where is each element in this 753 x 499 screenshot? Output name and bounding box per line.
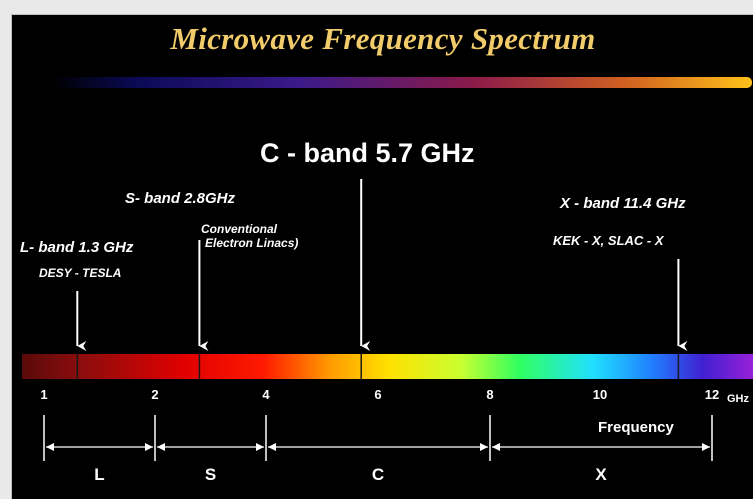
range-c-label: C xyxy=(372,465,384,484)
tick-label: 1 xyxy=(40,387,47,402)
spectrum-bar xyxy=(22,354,753,379)
range-l-arrow-right xyxy=(145,443,153,451)
title-underline-bar xyxy=(52,77,752,88)
slide-title: Microwave Frequency Spectrum xyxy=(170,21,596,56)
tick-label: 12 xyxy=(705,387,719,402)
band-dividers xyxy=(76,354,680,379)
range-s-arrow-left xyxy=(157,443,165,451)
range-x-arrow-left xyxy=(492,443,500,451)
s-band-label: S- band 2.8GHz xyxy=(125,190,236,207)
range-x-label: X xyxy=(595,465,607,484)
range-l-label: L xyxy=(94,465,104,484)
unit-label: GHz xyxy=(727,393,750,405)
x-band-note: KEK - X, SLAC - X xyxy=(553,233,665,248)
range-s-arrow-right xyxy=(256,443,264,451)
s-band-note-1: Conventional xyxy=(201,222,278,236)
tick-label: 2 xyxy=(151,387,158,402)
range-c-arrow-right xyxy=(480,443,488,451)
tick-label: 6 xyxy=(374,387,381,402)
range-x-arrow-right xyxy=(702,443,710,451)
range-l-arrow-left xyxy=(46,443,54,451)
slide: Microwave Frequency Spectrum xyxy=(11,14,753,499)
range-c-arrow-left xyxy=(268,443,276,451)
x-band-label: X - band 11.4 GHz xyxy=(559,195,686,212)
tick-label: 10 xyxy=(593,387,607,402)
s-band-note-2: Electron Linacs) xyxy=(205,236,298,250)
range-s-label: S xyxy=(205,465,216,484)
l-band-note: DESY - TESLA xyxy=(39,266,121,280)
tick-label: 4 xyxy=(262,387,270,402)
l-band-label: L- band 1.3 GHz xyxy=(20,239,134,256)
spectrum-diagram: C - band 5.7 GHz S- band 2.8GHz Conventi… xyxy=(20,77,753,484)
frequency-label: Frequency xyxy=(598,419,675,436)
tick-labels: 1 2 4 6 8 10 12 xyxy=(40,387,719,402)
tick-label: 8 xyxy=(486,387,493,402)
band-arrows xyxy=(76,179,688,351)
c-band-label: C - band 5.7 GHz xyxy=(260,138,475,168)
